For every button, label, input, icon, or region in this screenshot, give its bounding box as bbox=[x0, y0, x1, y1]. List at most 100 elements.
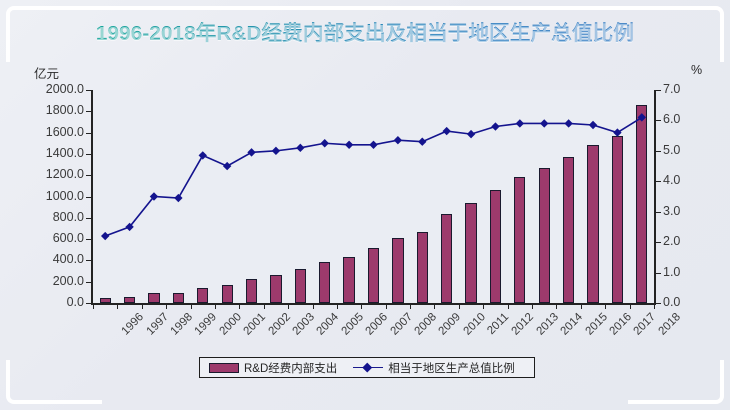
line-marker[interactable]: 2010: 5.65% bbox=[442, 126, 451, 136]
bar[interactable] bbox=[123, 297, 136, 303]
left-axis-tick bbox=[86, 303, 92, 304]
right-axis-tick-label: 4.0 bbox=[663, 173, 681, 188]
left-axis-tick-label: 0.0 bbox=[66, 295, 84, 309]
left-axis-tick bbox=[86, 260, 92, 262]
legend-item-label: 相当于地区生产总值比例 bbox=[388, 362, 515, 375]
bar[interactable] bbox=[538, 167, 550, 303]
right-axis-tick-label: 6.0 bbox=[663, 112, 681, 127]
bar[interactable] bbox=[636, 104, 648, 303]
line-marker[interactable]: 2013: 5.9% bbox=[515, 119, 525, 128]
line-marker[interactable]: 1996: 2.2% bbox=[100, 231, 110, 241]
bar[interactable] bbox=[563, 157, 575, 303]
x-axis-label: 2013 bbox=[534, 311, 561, 338]
x-axis-tick bbox=[288, 303, 290, 309]
left-axis-tick-label: 2000.0 bbox=[45, 82, 84, 96]
x-axis-tick bbox=[654, 303, 655, 309]
line-marker[interactable]: 2008: 5.35% bbox=[393, 136, 403, 145]
x-axis-label: 2006 bbox=[363, 311, 391, 338]
x-axis-tick bbox=[214, 303, 216, 309]
line-marker[interactable]: 1998: 3.5% bbox=[149, 192, 159, 201]
bar[interactable] bbox=[441, 213, 453, 303]
line-marker[interactable]: 2014: 5.9% bbox=[540, 119, 549, 128]
left-axis-tick bbox=[86, 111, 92, 113]
decor-corner-bottom-left bbox=[6, 360, 102, 404]
left-axis-unit-label: 亿元 bbox=[34, 67, 60, 81]
bar[interactable] bbox=[319, 262, 331, 303]
x-axis-tick bbox=[605, 303, 607, 309]
line-marker[interactable]: 2017: 5.6% bbox=[613, 128, 622, 137]
x-axis-tick bbox=[361, 303, 363, 309]
x-axis-tick bbox=[312, 303, 314, 309]
right-axis-tick bbox=[655, 303, 661, 304]
right-axis-unit-label: % bbox=[691, 63, 703, 77]
line-marker[interactable]: 2011: 5.55% bbox=[466, 129, 476, 139]
left-axis-tick-label: 1400.0 bbox=[45, 145, 84, 160]
bar[interactable] bbox=[416, 231, 428, 303]
line-marker[interactable]: 2000: 4.85% bbox=[198, 151, 207, 160]
bar[interactable] bbox=[465, 203, 477, 303]
left-axis-tick-label: 1800.0 bbox=[45, 103, 84, 118]
x-axis-label: 1999 bbox=[192, 311, 220, 338]
line-marker[interactable]: 1997: 2.5% bbox=[125, 222, 134, 232]
x-axis-tick bbox=[507, 303, 509, 309]
x-axis-tick bbox=[117, 303, 119, 309]
x-axis-label: 2018 bbox=[656, 311, 683, 338]
legend-item-bar[interactable]: R&D经费内部支出 bbox=[209, 360, 337, 376]
bar[interactable] bbox=[392, 237, 404, 303]
line-marker[interactable]: 2009: 5.3% bbox=[418, 137, 427, 146]
bar[interactable] bbox=[514, 177, 526, 303]
left-axis-tick-label: 400.0 bbox=[52, 252, 84, 267]
bar[interactable] bbox=[172, 292, 184, 303]
line-marker[interactable]: 2001: 4.5% bbox=[222, 161, 232, 171]
x-axis-label: 2008 bbox=[412, 311, 439, 338]
bar[interactable] bbox=[270, 275, 282, 303]
line-marker[interactable]: 2004: 5.1% bbox=[296, 143, 305, 153]
x-axis-label: 2015 bbox=[583, 311, 610, 338]
line-marker[interactable]: 2005: 5.25% bbox=[320, 139, 329, 148]
line-marker[interactable]: 1999: 3.45% bbox=[174, 193, 183, 203]
x-axis-tick bbox=[336, 303, 338, 309]
x-axis-label: 2010 bbox=[461, 311, 488, 338]
bar[interactable] bbox=[221, 284, 233, 303]
x-axis-tick bbox=[239, 303, 241, 309]
line-marker[interactable]: 2006: 5.2% bbox=[344, 140, 354, 149]
bar[interactable] bbox=[245, 279, 258, 303]
line-path bbox=[104, 116, 643, 237]
line-marker[interactable]: 2002: 4.95% bbox=[247, 148, 256, 157]
x-axis-tick bbox=[263, 303, 265, 309]
x-axis-label: 2007 bbox=[387, 311, 415, 338]
x-axis-tick bbox=[556, 303, 558, 309]
left-axis-tick bbox=[86, 153, 92, 155]
line-marker[interactable]: 2007: 5.2% bbox=[369, 140, 378, 149]
bar[interactable] bbox=[99, 297, 111, 303]
bar[interactable] bbox=[148, 293, 160, 303]
decor-corner-bottom-right bbox=[628, 360, 724, 404]
left-axis-tick bbox=[86, 90, 92, 91]
line-marker[interactable]: 2003: 5% bbox=[271, 146, 281, 156]
right-axis-tick bbox=[655, 181, 661, 183]
line-marker[interactable]: 2012: 5.8% bbox=[491, 122, 500, 131]
legend-item-line[interactable]: 相当于地区生产总值比例 bbox=[353, 360, 515, 376]
line-marker[interactable]: 2016: 5.85% bbox=[588, 120, 598, 130]
right-axis-tick-label: 7.0 bbox=[663, 82, 681, 96]
right-axis-tick bbox=[655, 150, 661, 152]
x-axis-tick bbox=[385, 303, 387, 309]
left-axis-tick-label: 200.0 bbox=[52, 273, 84, 288]
bar[interactable] bbox=[587, 145, 599, 303]
left-axis-tick bbox=[86, 239, 92, 241]
bar[interactable] bbox=[343, 257, 355, 303]
plot-area: 1996: 2.2% 1997: 2.5% 1998: 3.5% 1999: 3.45… bbox=[86, 90, 661, 309]
line-marker[interactable]: 2018: 6.1% bbox=[637, 113, 647, 122]
bar[interactable] bbox=[294, 268, 306, 303]
x-axis-label: 2011 bbox=[485, 311, 512, 337]
line-marker[interactable]: 2015: 5.9% bbox=[564, 119, 573, 128]
x-axis-label: 1997 bbox=[144, 311, 171, 338]
x-axis-label: 2005 bbox=[339, 311, 366, 338]
bar[interactable] bbox=[367, 247, 380, 303]
left-axis-tick-label: 1600.0 bbox=[45, 124, 84, 139]
bar[interactable] bbox=[197, 287, 209, 303]
x-axis-label: 2014 bbox=[558, 311, 586, 338]
bar[interactable] bbox=[489, 190, 502, 303]
x-axis-tick bbox=[141, 303, 143, 309]
